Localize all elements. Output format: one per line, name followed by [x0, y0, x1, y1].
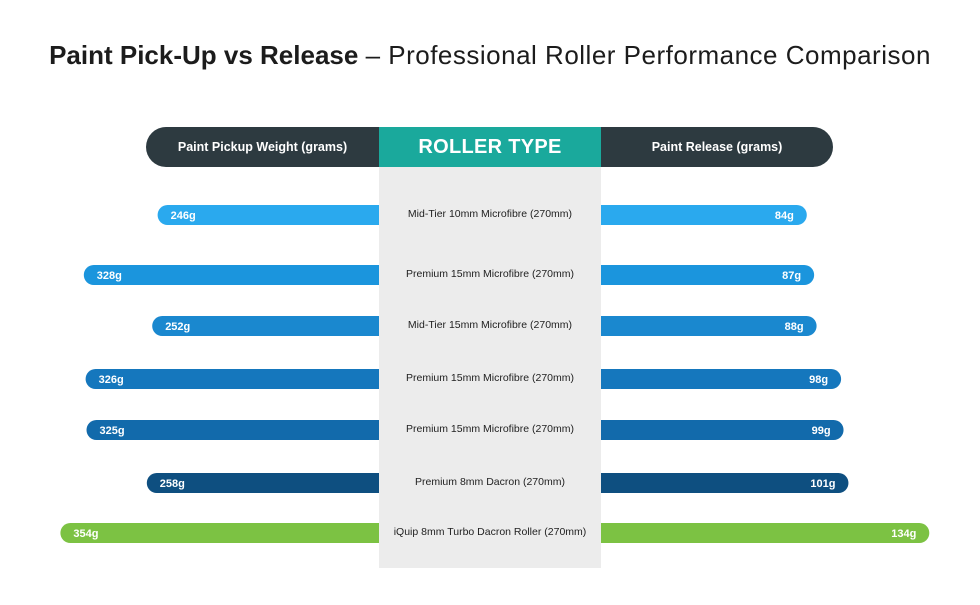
pickup-value-label: 246g: [171, 210, 196, 222]
pickup-value-label: 258g: [160, 478, 185, 490]
roller-type-label: iQuip 8mm Turbo Dacron Roller (270mm): [393, 526, 587, 538]
release-bar: [601, 205, 807, 225]
pickup-bar: [86, 420, 380, 440]
pickup-value-label: 328g: [97, 270, 122, 282]
pickup-bar: [152, 316, 379, 336]
release-value-label: 101g: [810, 478, 835, 490]
roller-type-column: [379, 127, 601, 568]
pickup-bar: [60, 523, 380, 543]
chart-title: Paint Pick-Up vs Release – Professional …: [49, 40, 931, 70]
pickup-value-label: 325g: [100, 425, 125, 437]
roller-type-label: Premium 15mm Microfibre (270mm): [405, 372, 575, 384]
pickup-bar: [157, 205, 379, 225]
release-bar: [601, 473, 849, 493]
roller-type-label: Premium 8mm Dacron (270mm): [415, 476, 565, 488]
release-value-label: 98g: [809, 374, 828, 386]
release-bar: [601, 316, 817, 336]
release-value-label: 88g: [785, 321, 804, 333]
release-value-label: 84g: [775, 210, 794, 222]
release-bar: [601, 420, 844, 440]
pickup-bar: [146, 473, 379, 493]
roller-type-header: ROLLER TYPE: [379, 127, 601, 167]
release-bar: [601, 265, 815, 285]
release-bar: [601, 523, 930, 543]
roller-type-label: Mid-Tier 15mm Microfibre (270mm): [407, 319, 573, 331]
roller-type-label: Premium 15mm Microfibre (270mm): [405, 268, 575, 280]
release-value-label: 99g: [812, 425, 831, 437]
release-value-label: 134g: [891, 528, 916, 540]
pickup-value-label: 326g: [99, 374, 124, 386]
roller-type-label: Premium 15mm Microfibre (270mm): [405, 423, 575, 435]
pickup-bar: [83, 265, 380, 285]
release-value-label: 87g: [782, 270, 801, 282]
pickup-header: Paint Pickup Weight (grams): [146, 127, 379, 167]
roller-type-label: Mid-Tier 10mm Microfibre (270mm): [407, 208, 573, 220]
release-header: Paint Release (grams): [601, 127, 833, 167]
release-bar: [601, 369, 842, 389]
pickup-bar: [85, 369, 379, 389]
pickup-value-label: 252g: [165, 321, 190, 333]
pickup-value-label: 354g: [73, 528, 98, 540]
